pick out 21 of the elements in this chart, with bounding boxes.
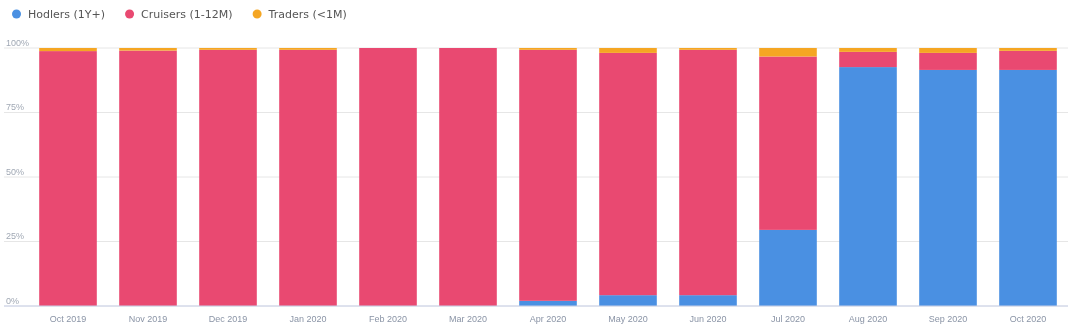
y-tick-label: 75% [6,102,25,113]
x-tick-label: Nov 2019 [128,313,168,324]
y-tick-label: 50% [6,166,25,177]
x-tick-label: Oct 2020 [1009,313,1047,324]
y-tick-label: 0% [6,295,20,306]
x-tick-label: Feb 2020 [368,313,408,324]
x-tick-label: Apr 2020 [529,313,567,324]
x-tick-label: Jul 2020 [770,313,806,324]
x-tick-label: Oct 2019 [49,313,87,324]
x-tick-label: May 2020 [608,313,648,324]
legend-label: Hodlers (1Y+) [28,8,106,21]
y-tick-label: 100% [6,37,30,48]
legend-label: Cruisers (1-12M) [141,8,233,21]
legend-label: Traders (<1M) [267,8,347,21]
x-tick-label: Jan 2020 [289,313,327,324]
x-tick-label: Mar 2020 [448,313,488,324]
x-tick-label: Sep 2020 [928,313,968,324]
x-tick-label: Aug 2020 [848,313,888,324]
x-tick-label: Jun 2020 [689,313,727,324]
x-tick-label: Dec 2019 [208,313,248,324]
y-tick-label: 25% [6,231,25,242]
